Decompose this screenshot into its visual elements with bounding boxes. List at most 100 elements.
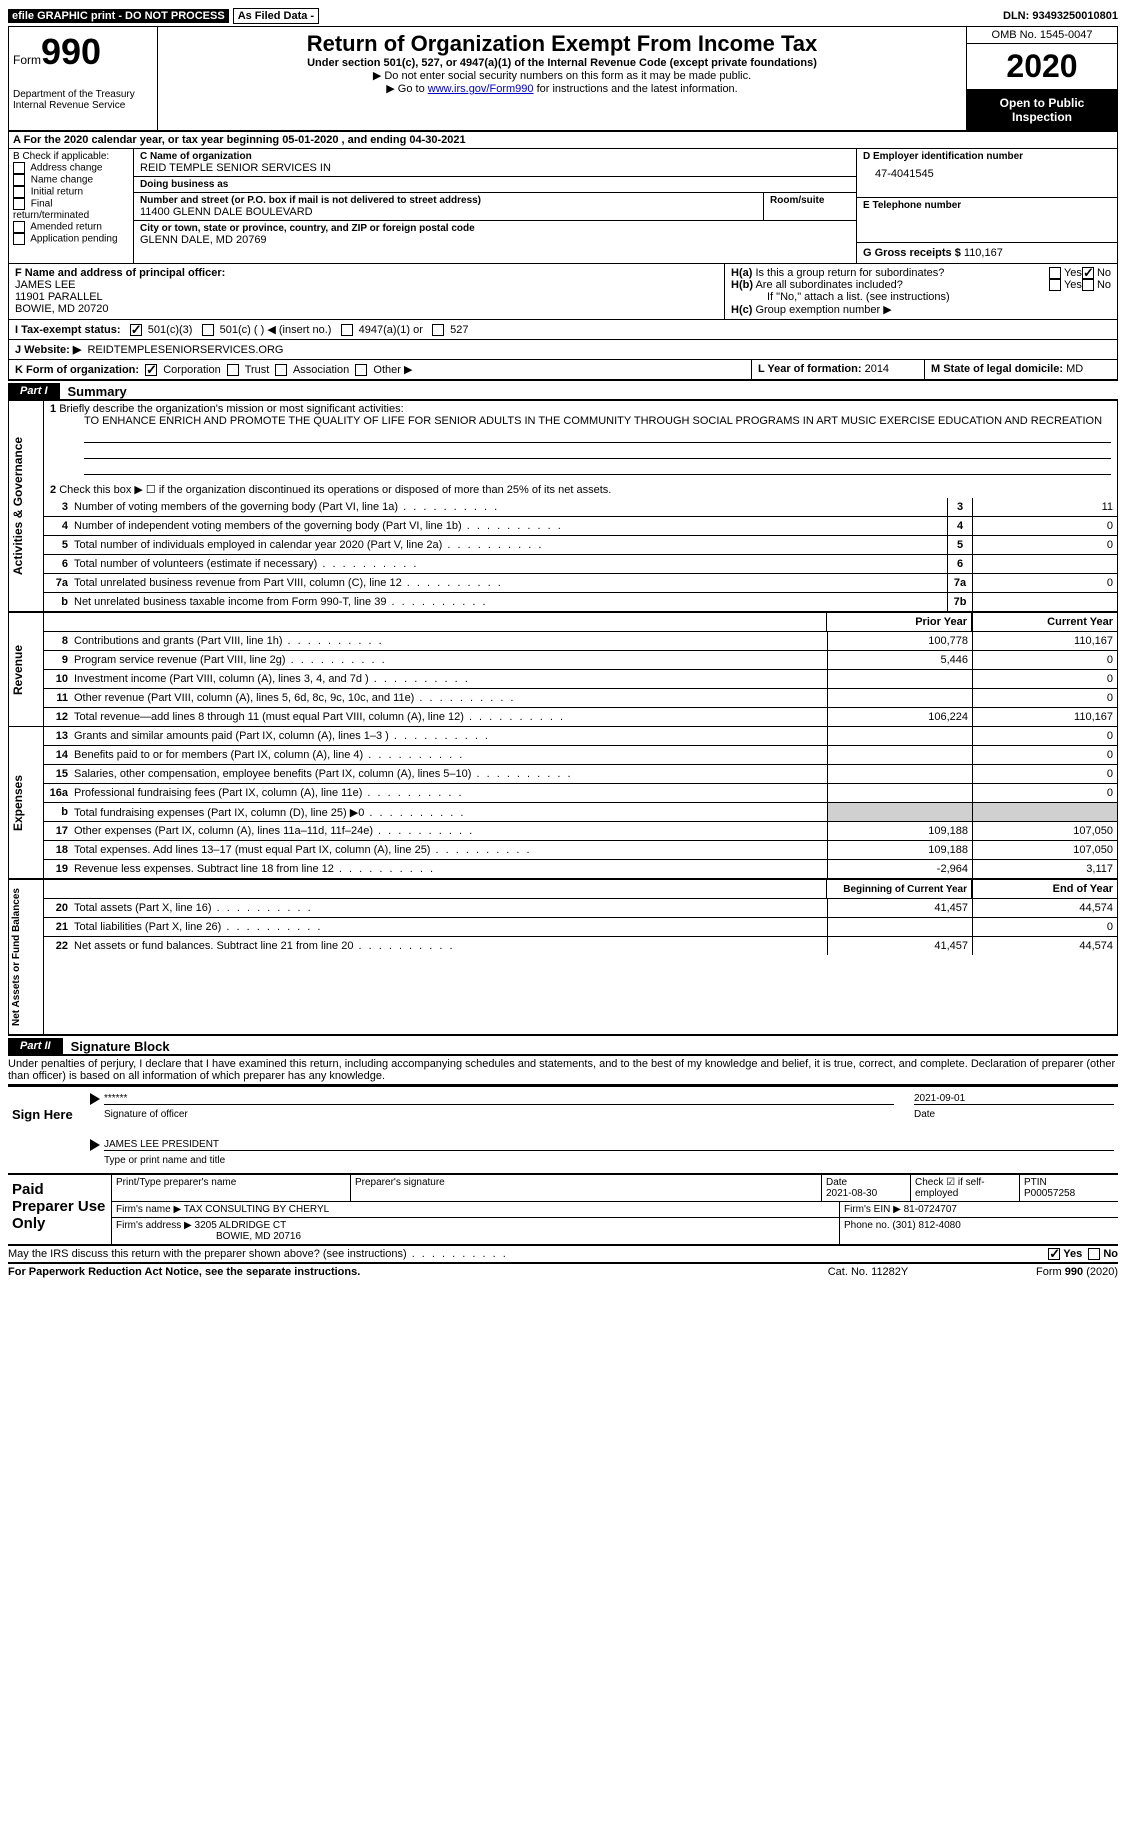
table-row: 12Total revenue—add lines 8 through 11 (… [44, 708, 1117, 726]
b-checkbox[interactable] [13, 198, 25, 210]
i-501c3-checkbox[interactable] [130, 324, 142, 336]
summary-expenses: Expenses 13Grants and similar amounts pa… [8, 727, 1118, 880]
irs-link[interactable]: www.irs.gov/Form990 [428, 83, 534, 95]
hb-yes-checkbox[interactable] [1049, 279, 1061, 291]
i-4947-checkbox[interactable] [341, 324, 353, 336]
dba-label: Doing business as [140, 179, 850, 190]
prep-sig-header: Preparer's signature [351, 1175, 822, 1201]
k-assoc-checkbox[interactable] [275, 364, 287, 376]
k-trust-checkbox[interactable] [227, 364, 239, 376]
line2-text: Check this box ▶ ☐ if the organization d… [59, 484, 611, 496]
form-header: Form990 Department of the Treasury Inter… [8, 26, 1118, 132]
subtitle: Under section 501(c), 527, or 4947(a)(1)… [162, 57, 962, 69]
table-row: 9Program service revenue (Part VIII, lin… [44, 651, 1117, 670]
ein-label: D Employer identification number [863, 151, 1111, 162]
m-value: MD [1066, 363, 1083, 375]
hb-no-checkbox[interactable] [1082, 279, 1094, 291]
part1-tab: Part I [8, 383, 60, 399]
prep-selfemp: Check ☑ if self-employed [911, 1175, 1020, 1201]
prep-addr1: 3205 ALDRIDGE CT [195, 1220, 287, 1231]
ha-yes-checkbox[interactable] [1049, 267, 1061, 279]
arrow-icon [90, 1093, 100, 1105]
table-row: 16aProfessional fundraising fees (Part I… [44, 784, 1117, 803]
line1-text: Briefly describe the organization's miss… [59, 403, 403, 415]
gov-row: 7aTotal unrelated business revenue from … [44, 574, 1117, 593]
table-row: 21Total liabilities (Part X, line 26)0 [44, 918, 1117, 937]
website-value: REIDTEMPLESENIORSERVICES.ORG [87, 344, 283, 356]
side-expenses: Expenses [9, 727, 44, 878]
city-value: GLENN DALE, MD 20769 [140, 234, 850, 246]
k-other-checkbox[interactable] [355, 364, 367, 376]
part1-header: Part I Summary [8, 383, 1118, 401]
prior-year-header: Prior Year [826, 613, 972, 631]
prep-firm: TAX CONSULTING BY CHERYL [184, 1204, 329, 1215]
sign-date-value: 2021-09-01 [914, 1093, 1114, 1105]
sign-date-label: Date [914, 1109, 1114, 1125]
k-corp-checkbox[interactable] [145, 364, 157, 376]
side-netassets: Net Assets or Fund Balances [9, 880, 44, 1034]
b-checkbox[interactable] [13, 174, 25, 186]
f-label: F Name and address of principal officer: [15, 267, 718, 279]
side-governance: Activities & Governance [9, 401, 44, 611]
side-revenue: Revenue [9, 613, 44, 726]
ha-no-checkbox[interactable] [1082, 267, 1094, 279]
gov-row: 3Number of voting members of the governi… [44, 498, 1117, 517]
i-501c-checkbox[interactable] [202, 324, 214, 336]
footer: For Paperwork Reduction Act Notice, see … [8, 1264, 1118, 1278]
b-item: Initial return [13, 186, 129, 198]
asfiled-label: As Filed Data - [233, 8, 319, 24]
gov-row: 4Number of independent voting members of… [44, 517, 1117, 536]
b-checkbox[interactable] [13, 221, 25, 233]
entity-block: B Check if applicable: Address change Na… [8, 149, 1118, 264]
row-i: I Tax-exempt status: 501(c)(3) 501(c) ( … [8, 320, 1118, 340]
preparer-left-label: Paid Preparer Use Only [8, 1175, 112, 1244]
table-row: 8Contributions and grants (Part VIII, li… [44, 632, 1117, 651]
top-bar: efile GRAPHIC print - DO NOT PROCESS As … [8, 8, 1118, 24]
l-value: 2014 [865, 363, 889, 375]
discuss-no-checkbox[interactable] [1088, 1248, 1100, 1260]
omb-number: OMB No. 1545-0047 [967, 27, 1117, 44]
row-a-tax-year: A For the 2020 calendar year, or tax yea… [8, 132, 1118, 149]
dln-label: DLN: 93493250010801 [1003, 10, 1118, 22]
b-checkbox[interactable] [13, 233, 25, 245]
row-j: J Website: ▶ REIDTEMPLESENIORSERVICES.OR… [8, 340, 1118, 360]
instr2: ▶ Go to www.irs.gov/Form990 for instruct… [162, 82, 962, 95]
ein-value: 47-4041545 [863, 162, 1111, 180]
instr1: ▶ Do not enter social security numbers o… [162, 69, 962, 82]
table-row: 14Benefits paid to or for members (Part … [44, 746, 1117, 765]
gov-row: 6Total number of volunteers (estimate if… [44, 555, 1117, 574]
table-row: 22Net assets or fund balances. Subtract … [44, 937, 1117, 955]
prep-addr2: BOWIE, MD 20716 [116, 1231, 301, 1242]
table-row: 19Revenue less expenses. Subtract line 1… [44, 860, 1117, 878]
room-label: Room/suite [770, 195, 850, 206]
prep-phone: (301) 812-4080 [892, 1220, 960, 1231]
m-label: M State of legal domicile: [931, 363, 1063, 375]
officer-name-value: JAMES LEE PRESIDENT [104, 1139, 1114, 1151]
tax-year: 2020 [967, 44, 1117, 90]
b-item: Address change [13, 162, 129, 174]
begin-year-header: Beginning of Current Year [826, 880, 972, 898]
form-word: Form [13, 53, 41, 67]
i-527-checkbox[interactable] [432, 324, 444, 336]
summary-netassets: Net Assets or Fund Balances Beginning of… [8, 880, 1118, 1036]
year-headers: Revenue Prior Year Current Year 8Contrib… [8, 613, 1118, 727]
gross-value: 110,167 [964, 247, 1003, 259]
prep-ptin: P00057258 [1024, 1188, 1075, 1199]
table-row: 10Investment income (Part VIII, column (… [44, 670, 1117, 689]
street-label: Number and street (or P.O. box if mail i… [140, 195, 757, 206]
prep-ein: 81-0724707 [904, 1204, 957, 1215]
gov-row: bNet unrelated business taxable income f… [44, 593, 1117, 611]
phone-label: E Telephone number [863, 200, 1111, 211]
f-street: 11901 PARALLEL [15, 291, 718, 303]
current-year-header: Current Year [972, 613, 1117, 631]
part2-title: Signature Block [63, 1039, 170, 1054]
open-to-public: Open to Public Inspection [967, 90, 1117, 130]
prep-date: 2021-08-30 [826, 1188, 877, 1199]
discuss-text: May the IRS discuss this return with the… [8, 1248, 1048, 1260]
b-checkbox[interactable] [13, 186, 25, 198]
table-row: bTotal fundraising expenses (Part IX, co… [44, 803, 1117, 822]
end-year-header: End of Year [972, 880, 1117, 898]
summary-governance: Activities & Governance 1 Briefly descri… [8, 401, 1118, 613]
discuss-yes-checkbox[interactable] [1048, 1248, 1060, 1260]
b-checkbox[interactable] [13, 162, 25, 174]
